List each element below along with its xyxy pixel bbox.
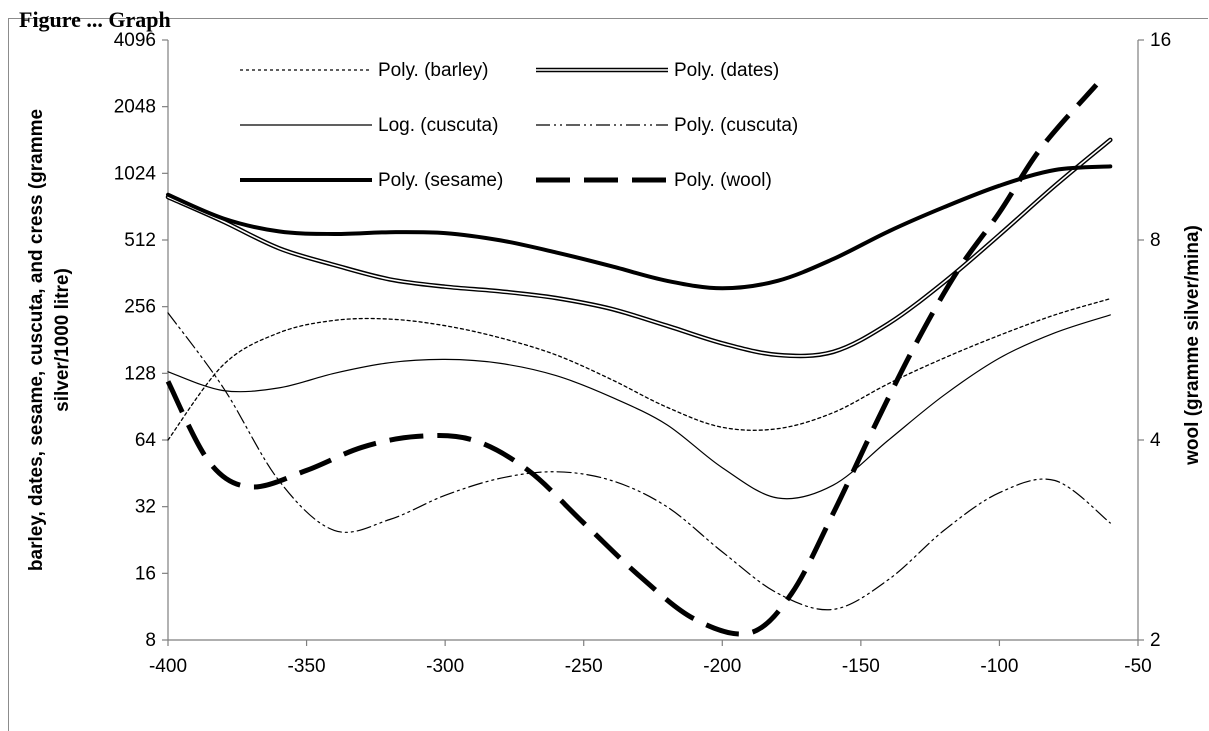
y-left-tick-label: 16 — [135, 563, 156, 584]
x-tick-label: -50 — [1124, 656, 1151, 677]
legend-label-log-cuscuta: Log. (cuscuta) — [378, 115, 498, 136]
chart-frame: Figure ... Graph — [8, 7, 1208, 731]
legend: Poly. (barley) Poly. (dates) Log. (cuscuta… — [240, 60, 798, 191]
y-left-tick-label: 2048 — [114, 97, 156, 118]
series-line-poly-barley — [167, 298, 1111, 441]
series-line-poly-cuscuta — [167, 312, 1111, 611]
legend-label-poly-sesame: Poly. (sesame) — [378, 170, 503, 191]
legend-label-poly-cuscuta: Poly. (cuscuta) — [674, 115, 798, 136]
y-left-tick-label: 32 — [135, 497, 156, 518]
legend-label-poly-wool: Poly. (wool) — [674, 170, 772, 191]
y-left-axis-title-line2: silver/1000 litre) — [52, 268, 73, 412]
series-line-poly-wool — [165, 83, 1099, 637]
legend-label-poly-barley: Poly. (barley) — [378, 60, 489, 81]
x-tick-label: -250 — [565, 656, 603, 677]
y-left-tick-label: 256 — [124, 297, 156, 318]
y-right-tick-label: 8 — [1150, 230, 1161, 251]
series-line-poly-dates — [165, 137, 1113, 359]
y-right-tick-label: 16 — [1150, 30, 1171, 51]
y-right-axis-title: wool (gramme silver/mina) — [1182, 225, 1203, 466]
y-left-tick-label: 8 — [145, 630, 156, 651]
y-left-axis-title-line1: barley, dates, sesame, cuscuta, and cres… — [26, 109, 47, 571]
x-tick-label: -400 — [149, 656, 187, 677]
page-heading: Figure ... Graph — [19, 7, 171, 32]
y-left-tick-label: 512 — [124, 230, 156, 251]
x-tick-label: -300 — [426, 656, 464, 677]
x-tick-label: -100 — [980, 656, 1018, 677]
x-tick-label: -150 — [842, 656, 880, 677]
series-line-poly-dates-inner — [167, 139, 1112, 357]
legend-label-poly-dates: Poly. (dates) — [674, 60, 779, 81]
y-left-tick-label: 128 — [124, 363, 156, 384]
x-tick-label: -200 — [703, 656, 741, 677]
series-line-log-cuscuta — [167, 314, 1111, 500]
y-left-tick-label: 64 — [135, 430, 157, 451]
y-right-tick-label: 4 — [1150, 430, 1161, 451]
series-line-poly-sesame — [166, 164, 1113, 291]
y-left-tick-label: 4096 — [114, 30, 156, 51]
y-left-tick-label: 1024 — [114, 163, 157, 184]
series-layer — [165, 83, 1113, 637]
x-tick-label: -350 — [288, 656, 326, 677]
y-right-tick-label: 2 — [1150, 630, 1161, 651]
axes-group: -400 -350 -300 -250 -200 -150 -100 -50 8 16 32 64 12… — [26, 30, 1203, 677]
